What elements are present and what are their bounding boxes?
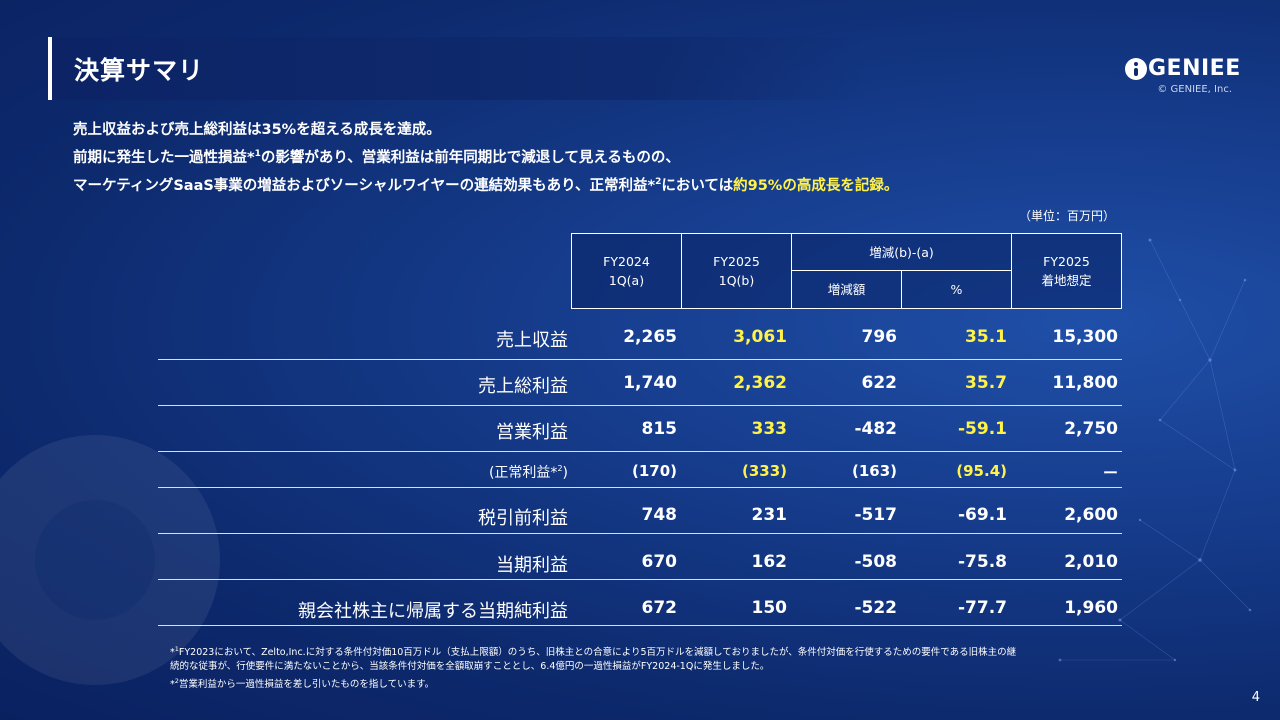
cell-forecast: 2,010	[1064, 552, 1118, 572]
header-fy2024: FY2024 1Q(a)	[571, 233, 682, 309]
cell-fy2025: 150	[751, 598, 788, 618]
summary-text: 売上収益および売上総利益は35%を超える成長を達成。 前期に発生した一過性損益*…	[73, 118, 1173, 198]
cell-forecast: 1,960	[1064, 598, 1118, 618]
cell-pct: -75.8	[958, 552, 1007, 572]
cell-diff: -482	[854, 419, 897, 439]
cell-pct: -77.7	[958, 598, 1007, 618]
row-label: 売上収益	[496, 330, 568, 351]
cell-forecast: ー	[1102, 464, 1118, 482]
row-label: (正常利益*2)	[488, 464, 568, 481]
cell-fy2025: 3,061	[733, 327, 787, 347]
title-bar: 決算サマリ	[48, 37, 868, 100]
table-row-revenue: 売上収益 2,265 3,061 796 35.1 15,300	[158, 314, 1122, 360]
cell-pct: -69.1	[958, 505, 1007, 525]
row-label: 親会社株主に帰属する当期純利益	[298, 601, 568, 622]
summary-highlight: 約95%の高成長を記録。	[733, 178, 899, 194]
cell-fy2024: (170)	[631, 462, 677, 480]
summary-line-3: マーケティングSaaS事業の増益およびソーシャルワイヤーの連結効果もあり、正常利…	[73, 177, 899, 194]
header-fy2025: FY2025 1Q(b)	[681, 233, 792, 309]
cell-fy2024: 815	[641, 419, 678, 439]
row-label: 当期利益	[496, 555, 568, 576]
footnote-1-continued: 続的な従事が、行使要件に満たないことから、当該条件付対価を全額取崩すこととし、6…	[170, 661, 770, 672]
unit-label: （単位：百万円）	[1018, 209, 1115, 223]
cell-fy2025: (333)	[741, 462, 787, 480]
cell-pct: 35.1	[965, 327, 1007, 347]
footnote-2: *2営業利益から一過性損益を差し引いたものを指しています。	[170, 677, 435, 690]
cell-diff: (163)	[851, 462, 897, 480]
table-row-pretax-profit: 税引前利益 748 231 -517 -69.1 2,600	[158, 488, 1122, 534]
table-row-net-profit: 当期利益 670 162 -508 -75.8 2,010	[158, 534, 1122, 580]
company-logo: GENIEE © GENIEE, Inc.	[1122, 56, 1240, 98]
page-number: 4	[1251, 690, 1260, 705]
cell-pct: -59.1	[958, 419, 1007, 439]
table-row-parent-net-profit: 親会社株主に帰属する当期純利益 672 150 -522 -77.7 1,960	[158, 580, 1122, 626]
cell-fy2024: 1,740	[623, 373, 677, 393]
header-forecast: FY2025 着地想定	[1011, 233, 1122, 309]
row-label: 営業利益	[496, 422, 568, 443]
cell-forecast: 2,600	[1064, 505, 1118, 525]
row-label: 売上総利益	[478, 376, 568, 397]
cell-diff: 796	[861, 327, 898, 347]
summary-line-2: 前期に発生した一過性損益*1の影響があり、営業利益は前年同期比で減退して見えるも…	[73, 149, 680, 166]
cell-fy2024: 672	[641, 598, 678, 618]
cell-pct: (95.4)	[956, 462, 1007, 480]
copyright-text: © GENIEE, Inc.	[1157, 84, 1232, 95]
cell-fy2025: 333	[751, 419, 788, 439]
cell-diff: -508	[854, 552, 897, 572]
cell-fy2025: 162	[751, 552, 788, 572]
cell-diff: -517	[854, 505, 897, 525]
geniee-logo-icon	[1125, 58, 1147, 80]
header-diff-amount: 増減額	[791, 270, 902, 309]
cell-forecast: 2,750	[1064, 419, 1118, 439]
logo-wordmark: GENIEE	[1148, 56, 1241, 81]
summary-line-1: 売上収益および売上総利益は35%を超える成長を達成。	[73, 122, 441, 138]
header-diff: 増減(b)-(a)	[791, 233, 1012, 271]
cell-pct: 35.7	[965, 373, 1007, 393]
cell-diff: 622	[861, 373, 898, 393]
cell-fy2024: 748	[641, 505, 678, 525]
table-row-gross-profit: 売上総利益 1,740 2,362 622 35.7 11,800	[158, 360, 1122, 406]
cell-fy2024: 2,265	[623, 327, 677, 347]
table-row-operating-profit: 営業利益 815 333 -482 -59.1 2,750	[158, 406, 1122, 452]
page-title: 決算サマリ	[74, 56, 205, 85]
table-row-normal-profit: (正常利益*2) (170) (333) (163) (95.4) ー	[158, 452, 1122, 488]
cell-fy2025: 231	[751, 505, 788, 525]
cell-diff: -522	[854, 598, 897, 618]
cell-forecast: 15,300	[1052, 327, 1118, 347]
header-diff-pct: %	[901, 270, 1012, 309]
row-label: 税引前利益	[478, 508, 568, 529]
cell-forecast: 11,800	[1052, 373, 1118, 393]
cell-fy2025: 2,362	[733, 373, 787, 393]
cell-fy2024: 670	[641, 552, 678, 572]
footnote-1: *1FY2023において、Zelto,Inc.に対する条件付対価10百万ドル（支…	[170, 645, 1017, 658]
footnotes: *1FY2023において、Zelto,Inc.に対する条件付対価10百万ドル（支…	[170, 642, 1120, 692]
